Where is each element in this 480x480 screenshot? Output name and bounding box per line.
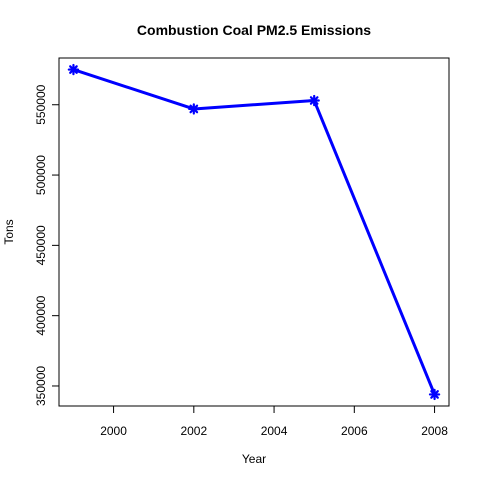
- series-markers: [67, 63, 441, 401]
- y-tick-label: 400000: [34, 295, 48, 335]
- data-point: [308, 94, 320, 107]
- y-tick-label: 350000: [34, 366, 48, 406]
- x-tick-label: 2000: [100, 424, 127, 438]
- x-tick-label: 2002: [180, 424, 207, 438]
- plot-frame: [58, 57, 450, 407]
- y-tick-label: 500000: [34, 155, 48, 195]
- data-point: [428, 388, 441, 401]
- data-point: [188, 103, 200, 115]
- x-tick-label: 2004: [261, 424, 288, 438]
- chart-title: Combustion Coal PM2.5 Emissions: [137, 22, 371, 38]
- y-tick-label: 450000: [34, 225, 48, 265]
- x-tick-label: 2008: [421, 424, 448, 438]
- y-axis-label: Tons: [2, 219, 16, 244]
- series-line: [71, 68, 437, 396]
- x-axis: 2000 2002 2004 2006 2008: [100, 406, 448, 438]
- x-tick-label: 2006: [341, 424, 368, 438]
- data-point: [67, 63, 80, 76]
- x-axis-label: Year: [242, 452, 266, 466]
- y-tick-label: 550000: [34, 84, 48, 124]
- y-axis: 350000 400000 450000 500000 550000: [34, 84, 59, 406]
